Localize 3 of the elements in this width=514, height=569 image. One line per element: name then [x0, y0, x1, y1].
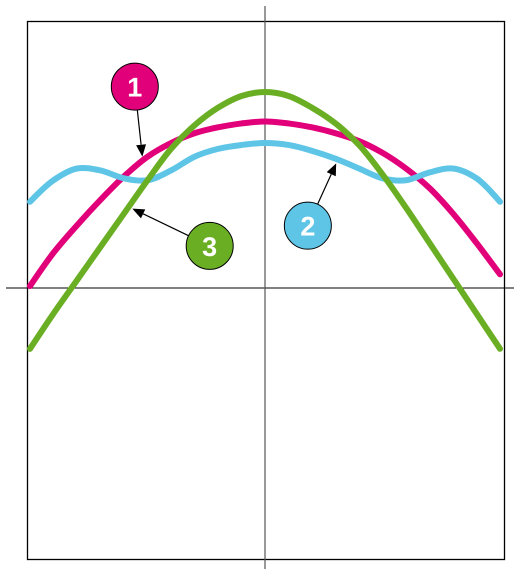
- text: 3: [202, 232, 218, 262]
- series-label: 1: [127, 72, 142, 103]
- text: 2: [300, 212, 316, 242]
